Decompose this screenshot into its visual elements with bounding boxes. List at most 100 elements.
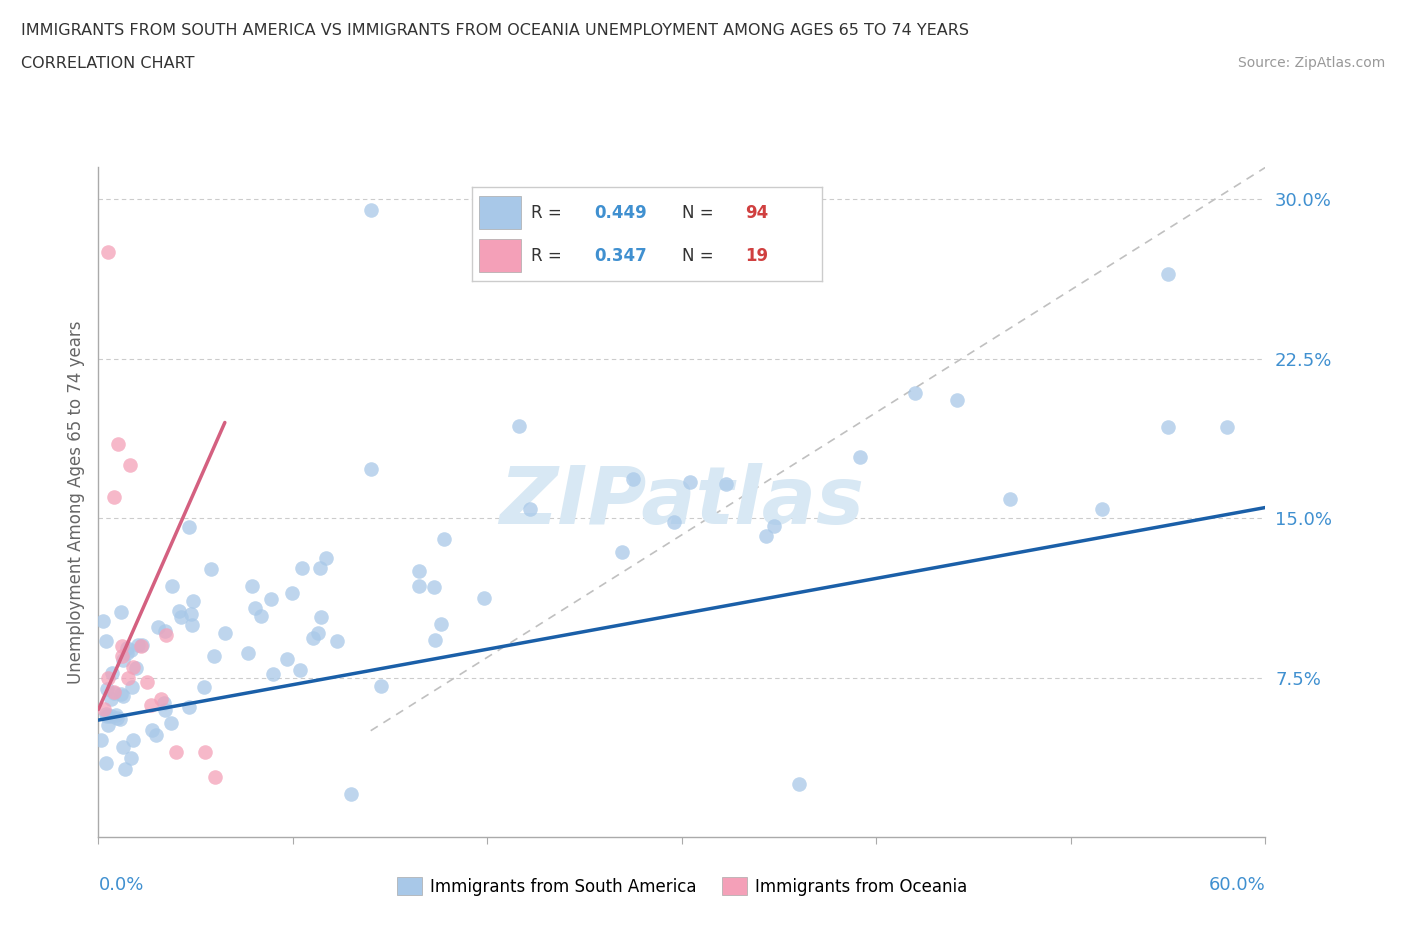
Point	[508, 418, 530, 433]
Point	[129, 638, 152, 653]
Point	[115, 645, 138, 660]
Point	[122, 733, 145, 748]
Point	[96, 682, 118, 697]
Point	[100, 692, 122, 707]
Point	[114, 762, 136, 777]
Point	[93, 702, 115, 717]
Point	[97, 718, 120, 733]
Point	[281, 586, 304, 601]
Point	[714, 476, 737, 491]
Point	[425, 632, 447, 647]
Point	[153, 696, 176, 711]
Point	[111, 740, 134, 755]
Point	[100, 709, 122, 724]
Point	[945, 392, 967, 407]
Point	[90, 733, 112, 748]
Point	[105, 711, 128, 725]
Point	[117, 671, 139, 685]
Point	[111, 649, 134, 664]
Point	[110, 604, 132, 619]
Text: 60.0%: 60.0%	[1209, 876, 1265, 894]
Point	[153, 703, 176, 718]
Point	[103, 686, 125, 701]
Point	[96, 709, 118, 724]
Point	[472, 591, 495, 605]
Point	[262, 667, 284, 682]
Point	[94, 707, 117, 722]
Point	[245, 600, 267, 615]
Point	[408, 564, 430, 578]
Text: IMMIGRANTS FROM SOUTH AMERICA VS IMMIGRANTS FROM OCEANIA UNEMPLOYMENT AMONG AGES: IMMIGRANTS FROM SOUTH AMERICA VS IMMIGRA…	[21, 23, 969, 38]
Point	[181, 593, 204, 608]
Point	[125, 660, 148, 675]
Point	[131, 637, 153, 652]
Point	[121, 680, 143, 695]
Legend: Immigrants from South America, Immigrants from Oceania: Immigrants from South America, Immigrant…	[389, 870, 974, 902]
Point	[94, 633, 117, 648]
Point	[849, 450, 872, 465]
Text: 0.0%: 0.0%	[98, 876, 143, 894]
Point	[787, 777, 810, 791]
Point	[97, 671, 120, 685]
Point	[167, 604, 190, 618]
Point	[170, 610, 193, 625]
Y-axis label: Unemployment Among Ages 65 to 74 years: Unemployment Among Ages 65 to 74 years	[66, 321, 84, 684]
Point	[155, 628, 177, 643]
Point	[360, 203, 382, 218]
Point	[433, 532, 456, 547]
Point	[146, 619, 169, 634]
Point	[1000, 491, 1022, 506]
Text: ZIPatlas: ZIPatlas	[499, 463, 865, 541]
Point	[360, 462, 382, 477]
Point	[103, 489, 125, 504]
Point	[679, 475, 702, 490]
Point	[103, 685, 125, 700]
Point	[519, 501, 541, 516]
Point	[260, 591, 283, 606]
Point	[108, 711, 131, 726]
Point	[91, 614, 114, 629]
Point	[127, 638, 149, 653]
Point	[326, 634, 349, 649]
Point	[308, 561, 330, 576]
Point	[307, 626, 329, 641]
Point	[136, 674, 159, 689]
Point	[315, 551, 337, 565]
Point	[621, 472, 644, 486]
Point	[194, 745, 217, 760]
Point	[110, 686, 132, 701]
Point	[193, 679, 215, 694]
Point	[118, 458, 141, 472]
Point	[1215, 419, 1237, 434]
Point	[165, 745, 187, 760]
Point	[408, 578, 430, 593]
Point	[204, 770, 226, 785]
Point	[94, 755, 117, 770]
Point	[302, 631, 325, 645]
Point	[97, 245, 120, 259]
Point	[100, 666, 122, 681]
Point	[180, 618, 202, 632]
Point	[290, 662, 312, 677]
Point	[180, 607, 202, 622]
Point	[107, 436, 129, 451]
Point	[423, 579, 446, 594]
Point	[202, 648, 225, 663]
Point	[1157, 266, 1180, 281]
Point	[904, 386, 927, 401]
Point	[763, 519, 786, 534]
Point	[250, 609, 273, 624]
Point	[1091, 501, 1114, 516]
Point	[755, 528, 778, 543]
Point	[1157, 420, 1180, 435]
Point	[200, 561, 222, 576]
Point	[662, 514, 685, 529]
Point	[117, 641, 139, 656]
Point	[291, 560, 314, 575]
Point	[122, 659, 145, 674]
Point	[149, 691, 172, 706]
Text: CORRELATION CHART: CORRELATION CHART	[21, 56, 194, 71]
Point	[236, 645, 259, 660]
Point	[309, 609, 332, 624]
Point	[111, 638, 134, 653]
